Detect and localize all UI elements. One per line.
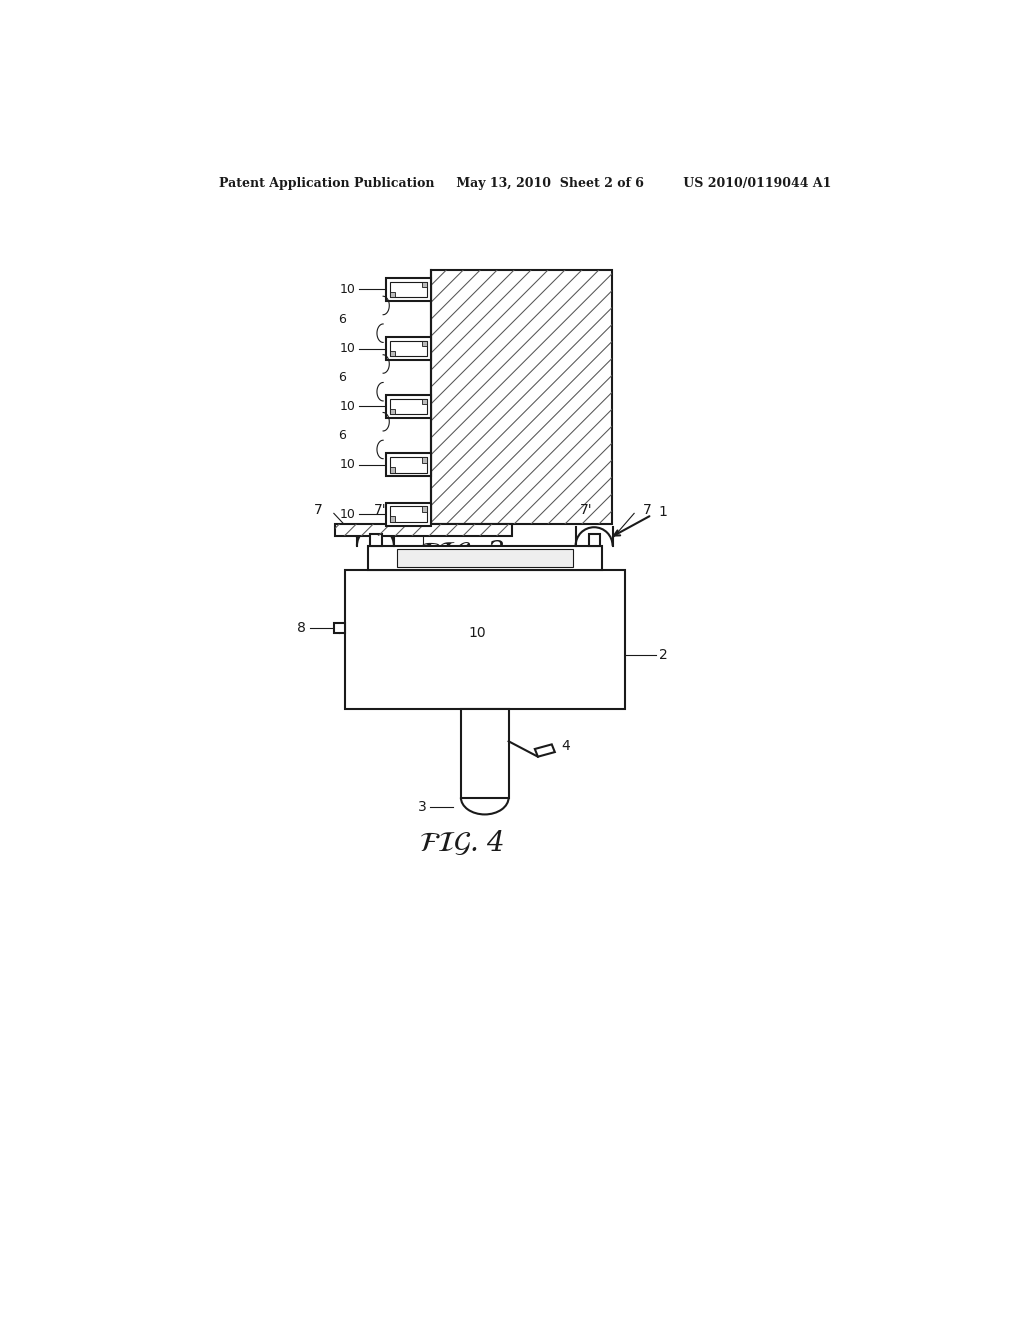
Bar [390,457,427,473]
Bar [386,395,431,418]
Polygon shape [535,744,555,756]
Bar [390,341,427,356]
Bar [370,535,382,545]
Text: 5: 5 [419,544,427,557]
Text: 7': 7' [374,503,386,517]
Text: 10: 10 [340,282,355,296]
Bar [390,281,427,297]
Text: 4: 4 [561,739,569,752]
Bar [390,516,395,521]
Bar [422,507,427,512]
Text: 8: 8 [297,622,306,635]
Bar [422,457,427,462]
Bar [422,399,427,404]
Bar [390,507,427,521]
Text: $\mathcal{FIG}$. 4: $\mathcal{FIG}$. 4 [419,828,505,857]
Bar [461,709,509,797]
Text: 2: 2 [658,648,668,663]
Text: 6: 6 [338,429,346,442]
Text: 10: 10 [340,458,355,471]
Bar [386,453,431,477]
Text: 1: 1 [658,504,667,519]
Bar [422,341,427,346]
Bar [390,351,395,356]
Bar [390,399,427,414]
Bar [390,409,395,414]
Bar [335,524,512,536]
Text: $\mathcal{FIG}$. 3: $\mathcal{FIG}$. 3 [419,539,505,568]
Bar [345,570,625,709]
Text: 6: 6 [338,371,346,384]
Bar [386,337,431,360]
Text: 10: 10 [340,400,355,413]
Text: 10: 10 [340,342,355,355]
Polygon shape [431,271,611,524]
Bar [397,549,572,568]
Text: 7: 7 [314,503,323,517]
Bar [386,503,431,525]
Text: 10: 10 [468,627,485,640]
Bar [386,277,431,301]
Text: Patent Application Publication     May 13, 2010  Sheet 2 of 6         US 2010/01: Patent Application Publication May 13, 2… [218,177,831,190]
Bar [334,623,345,634]
Text: 7': 7' [580,503,593,517]
Bar [589,535,600,545]
Bar [390,292,395,297]
Bar [422,281,427,286]
Text: 7: 7 [643,503,651,517]
Text: 3: 3 [418,800,427,813]
Bar [390,467,395,473]
Bar [368,545,602,570]
Text: 10: 10 [340,508,355,520]
Text: 6: 6 [338,313,346,326]
